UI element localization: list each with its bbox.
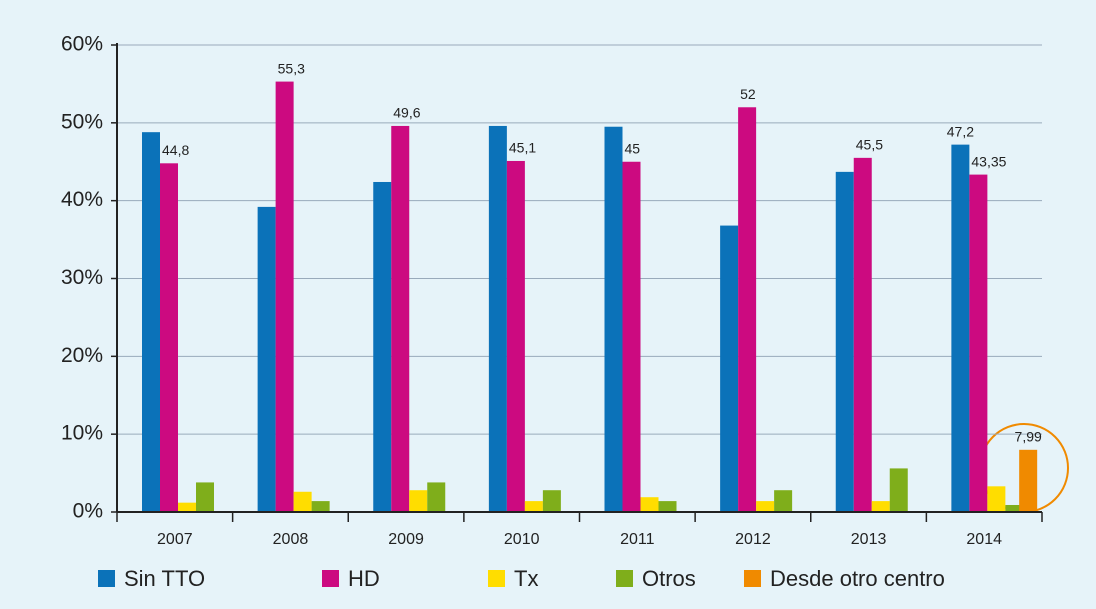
y-tick-label: 40%	[61, 188, 103, 211]
value-label: 45,5	[856, 137, 883, 153]
bar	[488, 125, 507, 513]
x-tick-label: 2008	[273, 531, 309, 548]
y-tick-label: 50%	[61, 110, 103, 133]
bar	[257, 206, 276, 513]
legend-label: Desde otro centro	[770, 566, 945, 591]
bar	[1019, 449, 1038, 512]
bar	[720, 225, 739, 512]
bar	[373, 181, 392, 512]
bar	[738, 107, 757, 513]
legend-label: Otros	[642, 566, 696, 591]
bar	[853, 157, 872, 512]
bar	[640, 497, 659, 512]
y-tick-label: 10%	[61, 422, 103, 445]
bar	[142, 132, 160, 512]
bar	[311, 501, 330, 512]
y-tick-label: 0%	[73, 500, 103, 523]
bar	[178, 502, 196, 512]
value-label: 43,35	[971, 153, 1006, 169]
legend-label: HD	[348, 566, 380, 591]
legend-swatch	[488, 570, 505, 587]
bar	[427, 482, 446, 512]
bar	[889, 468, 908, 512]
y-tick-label: 20%	[61, 344, 103, 367]
value-label: 45	[625, 140, 641, 156]
value-label: 55,3	[278, 60, 305, 76]
bar	[756, 501, 775, 512]
x-tick-label: 2011	[620, 531, 655, 548]
x-tick-label: 2014	[966, 531, 1002, 548]
bar	[160, 163, 178, 512]
bar	[506, 160, 525, 512]
bar	[275, 81, 294, 512]
bar	[391, 125, 410, 513]
bar	[658, 501, 677, 512]
legend-swatch	[744, 570, 761, 587]
x-tick-label: 2009	[388, 531, 424, 548]
value-label: 49,6	[393, 105, 420, 121]
y-tick-label: 30%	[61, 266, 103, 289]
bar	[524, 501, 543, 512]
value-label: 47,2	[947, 123, 974, 139]
x-tick-label: 2010	[504, 531, 540, 548]
x-tick-label: 2007	[157, 531, 193, 548]
legend-swatch	[616, 570, 633, 587]
legend-swatch	[98, 570, 115, 587]
bar	[542, 490, 561, 512]
bar	[604, 126, 623, 512]
y-tick-label: 60%	[61, 33, 103, 56]
x-tick-label: 2012	[735, 531, 771, 548]
bar	[871, 501, 890, 512]
bar	[1005, 504, 1024, 512]
bar	[951, 144, 970, 513]
bar	[293, 491, 312, 512]
bar	[835, 171, 854, 512]
legend-label: Tx	[514, 566, 538, 591]
value-label: 52	[740, 86, 756, 102]
value-label: 45,1	[509, 140, 536, 156]
bar	[409, 490, 428, 512]
x-tick-label: 2013	[851, 531, 887, 548]
bar	[969, 174, 988, 512]
bar	[987, 486, 1006, 512]
bar	[774, 490, 793, 512]
value-label: 7,99	[1015, 429, 1042, 445]
value-label: 44,8	[162, 142, 189, 158]
legend-label: Sin TTO	[124, 566, 205, 591]
bar	[622, 161, 641, 512]
legend-swatch	[322, 570, 339, 587]
bar	[196, 482, 214, 512]
plot-background	[20, 12, 1070, 548]
